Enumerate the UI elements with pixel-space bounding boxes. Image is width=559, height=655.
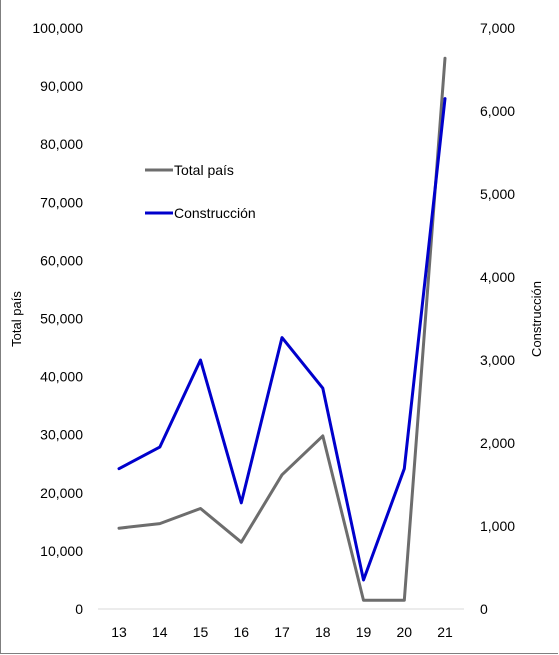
left-tick-label: 0 <box>75 601 83 617</box>
left-axis-title: Total país <box>9 291 24 347</box>
x-tick-label: 15 <box>193 624 209 640</box>
right-tick-label: 0 <box>480 601 488 617</box>
right-tick-label: 4,000 <box>480 269 515 285</box>
right-tick-label: 1,000 <box>480 518 515 534</box>
legend-label-total-pais: Total país <box>174 162 234 178</box>
series-line-construccion <box>117 97 447 582</box>
left-tick-label: 10,000 <box>40 543 83 559</box>
legend-label-construccion: Construcción <box>174 205 256 221</box>
legend: Total país Construcción <box>145 162 256 221</box>
left-tick-label: 50,000 <box>40 311 83 327</box>
left-tick-label: 90,000 <box>40 78 83 94</box>
x-tick-label: 18 <box>315 624 331 640</box>
right-tick-label: 6,000 <box>480 103 515 119</box>
series-lines <box>117 56 447 602</box>
x-axis-ticks: 13 14 15 16 17 18 19 20 21 <box>111 624 453 640</box>
left-tick-label: 40,000 <box>40 369 83 385</box>
x-tick-label: 14 <box>152 624 168 640</box>
right-tick-label: 5,000 <box>480 186 515 202</box>
x-tick-label: 21 <box>437 624 453 640</box>
left-tick-label: 70,000 <box>40 194 83 210</box>
right-axis-ticks: 0 1,000 2,000 3,000 4,000 5,000 6,000 7,000 <box>480 20 515 617</box>
right-tick-label: 7,000 <box>480 20 515 36</box>
left-tick-label: 100,000 <box>32 20 83 36</box>
series-line-total-pais <box>117 56 447 602</box>
left-axis-ticks: 0 10,000 20,000 30,000 40,000 50,000 60,000 70,… <box>32 20 83 617</box>
x-tick-label: 13 <box>111 624 127 640</box>
right-axis-title: Construcción <box>529 281 544 357</box>
x-tick-label: 17 <box>274 624 290 640</box>
left-tick-label: 80,000 <box>40 136 83 152</box>
x-tick-label: 20 <box>396 624 412 640</box>
right-tick-label: 2,000 <box>480 435 515 451</box>
right-tick-label: 3,000 <box>480 352 515 368</box>
left-tick-label: 30,000 <box>40 427 83 443</box>
left-tick-label: 60,000 <box>40 252 83 268</box>
x-tick-label: 19 <box>356 624 372 640</box>
left-tick-label: 20,000 <box>40 485 83 501</box>
x-tick-label: 16 <box>233 624 249 640</box>
